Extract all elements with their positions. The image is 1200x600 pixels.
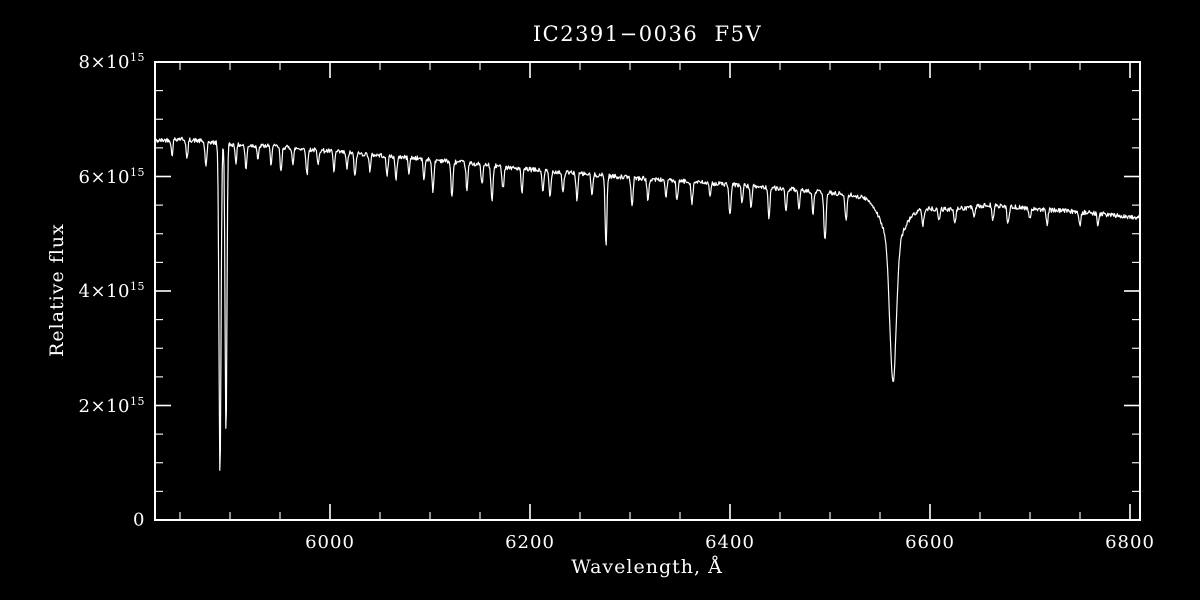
y-tick-label: 0 bbox=[133, 509, 145, 531]
plot-title: IC2391−0036 F5V bbox=[532, 22, 763, 46]
y-tick-label: 8×1015 bbox=[78, 51, 145, 73]
axes-frame bbox=[154, 61, 1141, 521]
x-tick-label: 6200 bbox=[505, 532, 555, 553]
x-axis-label: Wavelength, Å bbox=[571, 556, 723, 578]
x-tick-label: 6400 bbox=[705, 532, 755, 553]
x-tick-label: 6000 bbox=[305, 532, 355, 553]
spectrum-trace bbox=[154, 136, 1141, 471]
y-tick-label: 4×1015 bbox=[78, 280, 145, 302]
y-tick-label: 2×1015 bbox=[78, 394, 145, 417]
x-tick-label: 6600 bbox=[905, 532, 955, 553]
y-tick-label: 6×1015 bbox=[78, 165, 145, 188]
x-tick-label: 6800 bbox=[1105, 532, 1155, 553]
